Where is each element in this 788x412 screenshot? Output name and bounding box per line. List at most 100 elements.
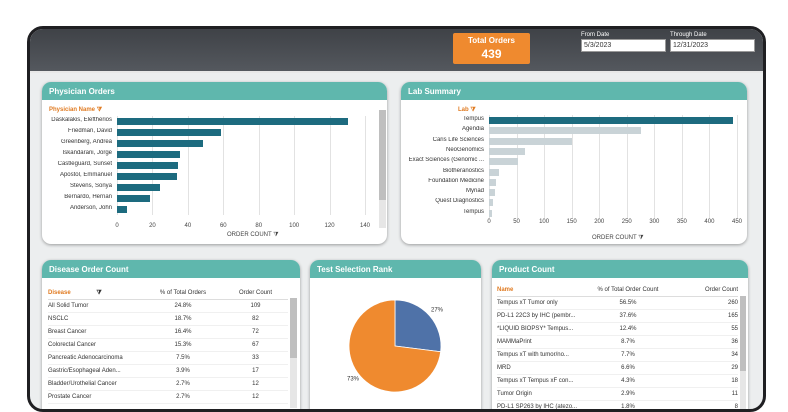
disease-column-header[interactable]: Disease ⧩ — [48, 287, 143, 300]
bar[interactable] — [489, 169, 499, 176]
bar[interactable] — [489, 158, 518, 165]
percent-cell: 24.8% — [143, 300, 223, 313]
product-name-cell: PD-L1 22C3 by IHC (pembr... — [497, 310, 587, 323]
physician-name-text: Physician Name — [49, 107, 95, 113]
bar[interactable] — [117, 173, 177, 180]
bar[interactable] — [489, 179, 496, 186]
disease-name-cell: Breast Cancer — [48, 326, 143, 339]
physician-scrollbar[interactable] — [379, 110, 386, 228]
product-scrollbar[interactable] — [740, 296, 746, 411]
through-date-filter: Through Date 12/31/2023 — [670, 32, 755, 52]
bar[interactable] — [117, 162, 178, 169]
gridline — [259, 116, 260, 215]
bar-category-label: Tempus — [401, 116, 484, 122]
total-orders-label: Total Orders — [453, 36, 530, 45]
total-orders-value: 439 — [453, 47, 530, 61]
x-tick-label: 140 — [350, 223, 380, 229]
bar[interactable] — [117, 195, 150, 202]
filter-icon[interactable]: ⧩ — [273, 232, 278, 238]
order-count-cell: 12 — [223, 378, 288, 391]
order-count-cell: 11 — [669, 388, 738, 401]
through-date-input[interactable]: 12/31/2023 — [670, 39, 755, 52]
name-column-header[interactable]: Name — [497, 284, 587, 297]
bar[interactable] — [489, 117, 733, 124]
physician-name-field-label: Physician Name ⧩ — [49, 107, 102, 114]
bar[interactable] — [489, 210, 492, 217]
bar[interactable] — [117, 206, 127, 213]
bar[interactable] — [117, 184, 160, 191]
product-order-count-header[interactable]: Order Count — [669, 284, 738, 297]
physician-orders-card: Physician Orders Physician Name ⧩ ORDER … — [42, 82, 387, 244]
percent-cell: 56.5% — [587, 297, 669, 310]
table-row[interactable]: *LIQUID BIOPSY* Tempus...12.4%55 — [497, 323, 738, 336]
disease-name-cell: Prostate Cancer — [48, 391, 143, 404]
gridline — [223, 116, 224, 215]
filter-icon[interactable]: ⧩ — [72, 290, 101, 296]
percent-total-order-count-header[interactable]: % of Total Order Count — [587, 284, 669, 297]
table-row[interactable]: Tempus xT with tumor/no...7.7%34 — [497, 349, 738, 362]
filter-icon[interactable]: ⧩ — [470, 107, 475, 113]
bar[interactable] — [117, 140, 203, 147]
product-name-cell: MRD — [497, 362, 587, 375]
disease-name-cell: Bladder/Urothelial Cancer — [48, 378, 143, 391]
table-row[interactable]: Tempus xT Tempus xF con...4.3%18 — [497, 375, 738, 388]
table-row[interactable]: Gastric/Esophageal Aden...3.9%17 — [48, 365, 288, 378]
order-count-cell: 260 — [669, 297, 738, 310]
bar[interactable] — [489, 199, 493, 206]
scrollbar-thumb[interactable] — [740, 296, 746, 371]
filter-icon[interactable]: ⧩ — [97, 107, 102, 113]
x-tick-label: 300 — [639, 219, 669, 225]
gridline — [654, 115, 655, 218]
from-date-input[interactable]: 5/3/2023 — [581, 39, 666, 52]
disease-table: Disease ⧩ % of Total Orders Order Count … — [48, 287, 288, 404]
bar[interactable] — [489, 148, 525, 155]
x-tick-label: 450 — [722, 219, 747, 225]
bar[interactable] — [489, 127, 641, 134]
disease-scrollbar[interactable] — [290, 298, 297, 408]
scrollbar-thumb[interactable] — [290, 298, 297, 358]
disease-name-cell: Pancreatic Adenocarcinoma — [48, 352, 143, 365]
percent-cell: 2.7% — [143, 378, 223, 391]
percent-cell: 16.4% — [143, 326, 223, 339]
bar[interactable] — [489, 138, 572, 145]
order-count-cell: 165 — [669, 310, 738, 323]
bar[interactable] — [489, 189, 495, 196]
scrollbar-thumb[interactable] — [379, 110, 386, 200]
test-selection-rank-card: Test Selection Rank 27%73% — [310, 260, 481, 412]
order-count-cell: 109 — [223, 300, 288, 313]
disease-order-count-card: Disease Order Count Disease ⧩ % of Total… — [42, 260, 300, 412]
bar[interactable] — [117, 151, 180, 158]
bar-category-label: Myriad — [401, 188, 484, 194]
table-row[interactable]: PD-L1 SP263 by IHC (atezo...1.8%8 — [497, 401, 738, 412]
order-count-cell: 55 — [669, 323, 738, 336]
order-count-column-header[interactable]: Order Count — [223, 287, 288, 300]
order-count-cell: 17 — [223, 365, 288, 378]
through-date-label: Through Date — [670, 32, 755, 38]
from-date-label: From Date — [581, 32, 666, 38]
bar[interactable] — [117, 129, 221, 136]
percent-cell: 3.9% — [143, 365, 223, 378]
pie-slice-label: 27% — [431, 308, 444, 314]
percent-total-column-header[interactable]: % of Total Orders — [143, 287, 223, 300]
bar-category-label: Greenberg, Andrea — [42, 139, 112, 145]
table-row[interactable]: PD-L1 22C3 by IHC (pembr...37.6%165 — [497, 310, 738, 323]
bar[interactable] — [117, 118, 348, 125]
x-tick-label: 400 — [694, 219, 724, 225]
filter-icon[interactable]: ⧩ — [638, 235, 643, 241]
physician-orders-title: Physician Orders — [42, 82, 387, 100]
percent-cell: 1.8% — [587, 401, 669, 412]
order-count-cell: 29 — [669, 362, 738, 375]
